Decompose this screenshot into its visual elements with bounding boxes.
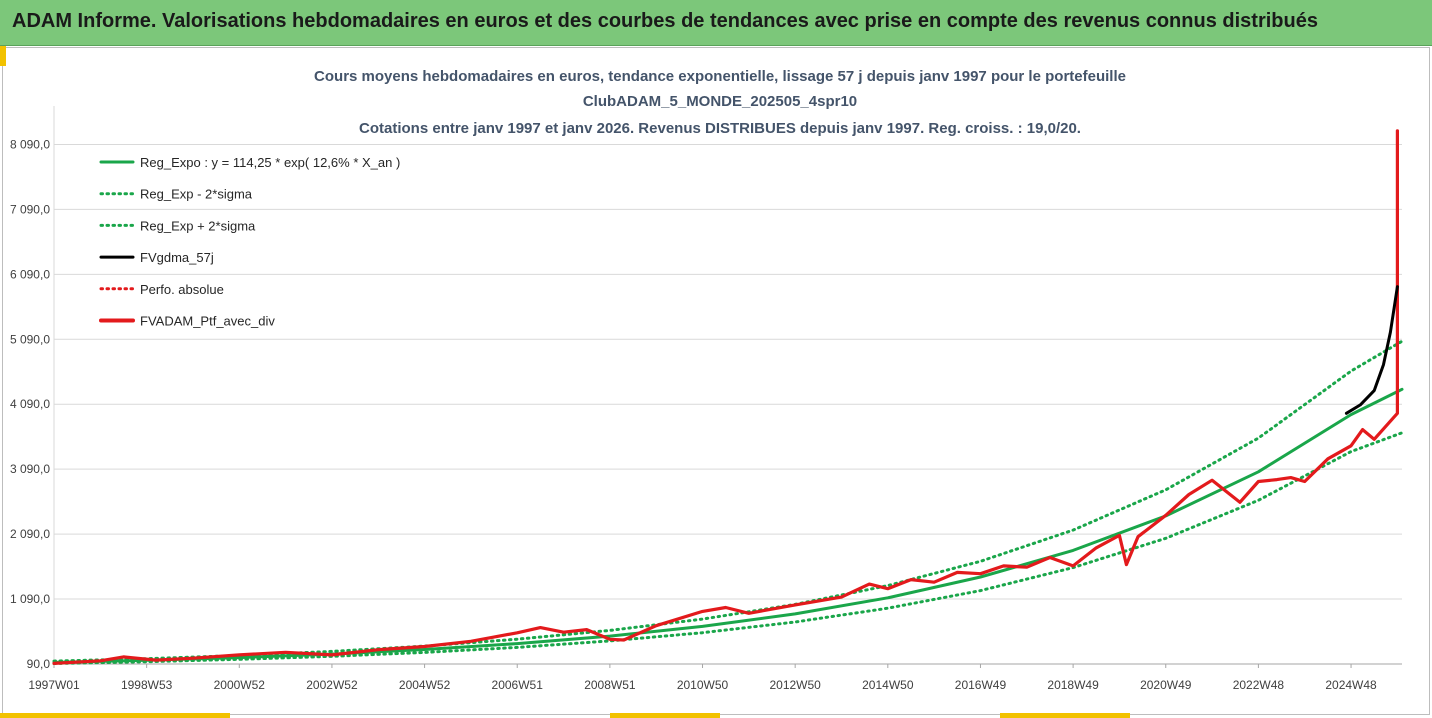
y-tick-label: 5 090,0 — [10, 332, 50, 346]
x-tick-label: 2000W52 — [214, 678, 266, 692]
series-line-0 — [52, 387, 1404, 664]
data-series — [52, 129, 1404, 666]
y-tick-label: 2 090,0 — [10, 527, 50, 541]
legend-label: Reg_Expo : y = 114,25 * exp( 12,6% * X_a… — [140, 155, 400, 170]
accent-bar-bottom-mid — [610, 713, 720, 718]
y-tick-labels: 90,0 1 090,0 2 090,0 3 090,0 4 090,0 5 090,0 6… — [10, 137, 50, 671]
y-tick-label: 3 090,0 — [10, 462, 50, 476]
accent-bar-bottom-left — [0, 713, 230, 718]
y-tick-label: 6 090,0 — [10, 267, 50, 281]
y-tick-label: 4 090,0 — [10, 397, 50, 411]
chart-title-line: Cours moyens hebdomadaires en euros, ten… — [314, 68, 1126, 85]
report-title: ADAM Informe. Valorisations hebdomadaire… — [12, 10, 1318, 32]
x-tick-label: 2010W50 — [677, 678, 729, 692]
x-tick-label: 1998W53 — [121, 678, 173, 692]
x-tick-label: 2012W50 — [769, 678, 821, 692]
chart-title-line: Cotations entre janv 1997 et janv 2026. … — [359, 120, 1081, 137]
series-line-5 — [52, 129, 1400, 666]
y-tick-label: 1 090,0 — [10, 592, 50, 606]
legend-label: Reg_Exp - 2*sigma — [140, 187, 253, 202]
x-tick-label: 2024W48 — [1325, 678, 1377, 692]
legend-label: Perfo. absolue — [140, 282, 224, 297]
x-tick-label: 2004W52 — [399, 678, 451, 692]
chart-title-line: ClubADAM_5_MONDE_202505_4spr10 — [583, 93, 857, 110]
x-tick-label: 2018W49 — [1047, 678, 1099, 692]
grid-lines — [54, 143, 1402, 600]
x-tick-label: 2002W52 — [306, 678, 358, 692]
x-tick-labels: 1997W01 1998W53 2000W52 2002W52 2004W52 2006W… — [28, 678, 1377, 692]
x-tick-label: 2020W49 — [1140, 678, 1192, 692]
x-tick-label: 2006W51 — [492, 678, 544, 692]
series-line-1 — [52, 431, 1404, 665]
axes — [53, 106, 1402, 668]
header-banner: ADAM Informe. Valorisations hebdomadaire… — [0, 0, 1432, 46]
x-tick-label: 2014W50 — [862, 678, 914, 692]
x-tick-label: 2022W48 — [1233, 678, 1285, 692]
legend: Reg_Expo : y = 114,25 * exp( 12,6% * X_a… — [99, 155, 400, 329]
accent-bar-bottom-right — [1000, 713, 1130, 718]
y-tick-label: 90,0 — [27, 657, 51, 671]
x-tick-label: 2008W51 — [584, 678, 636, 692]
legend-label: FVgdma_57j — [140, 250, 214, 265]
series-line-3 — [1344, 285, 1399, 415]
legend-label: FVADAM_Ptf_avec_div — [140, 314, 275, 329]
chart-title: Cours moyens hebdomadaires en euros, ten… — [314, 68, 1126, 137]
y-tick-label: 7 090,0 — [10, 202, 50, 216]
y-tick-label: 8 090,0 — [10, 137, 50, 151]
x-tick-label: 1997W01 — [28, 678, 80, 692]
accent-bar-top-left — [0, 46, 6, 66]
legend-label: Reg_Exp + 2*sigma — [140, 218, 256, 233]
x-tick-label: 2016W49 — [955, 678, 1007, 692]
